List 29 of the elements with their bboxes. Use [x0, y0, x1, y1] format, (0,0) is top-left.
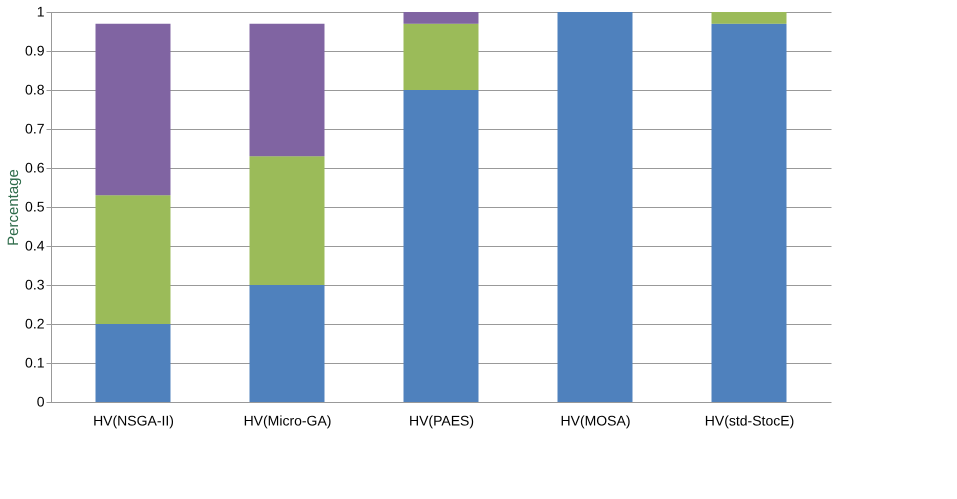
y-tick-label: 0.6 [25, 160, 45, 176]
bar [250, 156, 324, 285]
y-tick-label: 1 [36, 4, 45, 20]
bar [712, 12, 786, 24]
y-tick-label: 0.5 [25, 198, 45, 214]
bar [558, 12, 632, 402]
bar [404, 90, 478, 402]
y-tick-label: 0 [36, 394, 45, 410]
x-tick-label: HV(PAES) [408, 412, 474, 428]
y-axis-title: Percentage [5, 169, 22, 246]
x-tick-label: HV(std-StocE) [704, 412, 794, 428]
y-tick-label: 0.1 [25, 354, 45, 370]
bar [404, 12, 478, 24]
bar [404, 24, 478, 90]
y-tick-label: 0.8 [25, 82, 45, 98]
bar [712, 24, 786, 402]
bar [96, 195, 170, 324]
bar [250, 285, 324, 402]
y-tick-label: 0.2 [25, 316, 45, 332]
bar [96, 24, 170, 196]
bar [250, 24, 324, 156]
y-tick-label: 0.7 [25, 120, 45, 136]
y-tick-label: 0.4 [25, 238, 45, 254]
y-tick-label: 0.3 [25, 276, 45, 292]
x-tick-label: HV(MOSA) [560, 412, 630, 428]
x-tick-label: HV(Micro-GA) [244, 412, 332, 428]
x-tick-label: HV(NSGA-II) [93, 412, 174, 428]
y-tick-label: 0.9 [25, 42, 45, 58]
bar [96, 324, 170, 402]
